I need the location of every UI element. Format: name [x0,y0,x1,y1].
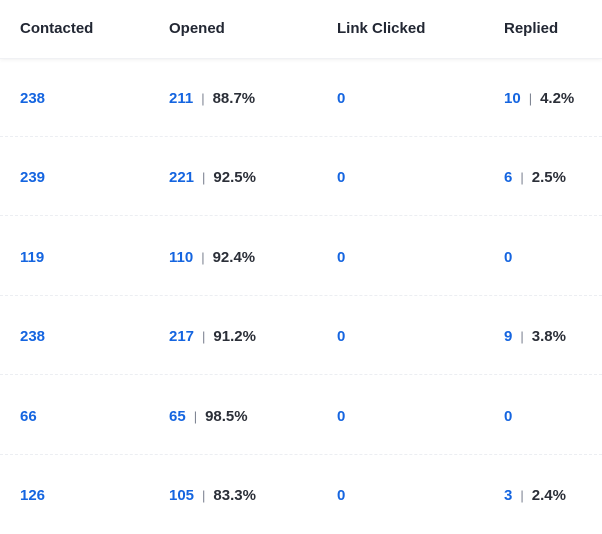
replied-percent: 4.2% [540,90,575,107]
contacted-cell: 126 [20,487,45,504]
opened-percent: 91.2% [213,328,256,345]
opened-percent: 92.4% [212,249,256,266]
contacted-link[interactable]: 238 [20,328,46,345]
replied-percent: 2.5% [531,169,566,186]
row-divider [0,136,602,137]
replied-cell: 3 | 2.4% [504,487,566,504]
contacted-cell: 239 [20,169,45,186]
table-row: 238 217 | 91.2% 0 9 | 3.8% [0,296,602,375]
cell-separator: | [520,488,524,503]
table-row: 238 211 | 88.7% 0 10 | 4.2% [0,58,602,137]
opened-cell: 105 | 83.3% [169,487,256,504]
opened-percent: 92.5% [213,169,256,186]
header-contacted[interactable]: Contacted [20,20,94,37]
row-divider [0,295,602,296]
replied-link[interactable]: 0 [504,408,513,425]
table-row: 66 65 | 98.5% 0 0 [0,376,602,455]
link-clicked-link[interactable]: 0 [337,408,346,425]
cell-separator: | [202,488,206,503]
row-divider [0,215,602,216]
cell-separator: | [528,91,533,106]
replied-link[interactable]: 6 [504,169,513,186]
contacted-cell: 238 [20,328,45,345]
replied-link[interactable]: 9 [504,328,513,345]
replied-percent: 2.4% [531,487,566,504]
opened-link[interactable]: 211 [169,90,194,107]
cell-separator: | [201,91,205,106]
header-opened[interactable]: Opened [169,20,225,37]
link-clicked-cell: 0 [337,328,345,345]
cell-separator: | [202,329,206,344]
replied-link[interactable]: 0 [504,249,513,266]
opened-link[interactable]: 217 [169,328,195,345]
header-replied[interactable]: Replied [504,20,559,37]
replied-cell: 6 | 2.5% [504,169,566,186]
link-clicked-cell: 0 [337,169,345,186]
opened-cell: 110 | 92.4% [169,249,255,266]
opened-percent: 98.5% [205,408,248,425]
row-divider [0,374,602,375]
link-clicked-cell: 0 [337,90,345,107]
replied-link[interactable]: 3 [504,487,513,504]
opened-link[interactable]: 105 [169,487,195,504]
opened-percent: 83.3% [213,487,256,504]
opened-link[interactable]: 65 [169,408,186,425]
replied-percent: 3.8% [531,328,566,345]
opened-link[interactable]: 110 [169,249,194,266]
link-clicked-link[interactable]: 0 [337,90,346,107]
cell-separator: | [193,409,198,424]
opened-percent: 88.7% [212,90,256,107]
contacted-cell: 238 [20,90,45,107]
table-header: Contacted Opened Link Clicked Replied [0,0,602,59]
replied-cell: 9 | 3.8% [504,328,566,345]
header-link-clicked[interactable]: Link Clicked [337,20,426,37]
link-clicked-link[interactable]: 0 [337,487,346,504]
contacted-link[interactable]: 239 [20,169,46,186]
replied-cell: 10 | 4.2% [504,90,574,107]
opened-cell: 217 | 91.2% [169,328,256,345]
table-row: 126 105 | 83.3% 0 3 | 2.4% [0,455,602,534]
link-clicked-cell: 0 [337,408,345,425]
opened-cell: 211 | 88.7% [169,90,255,107]
opened-link[interactable]: 221 [169,169,195,186]
replied-cell: 0 [504,408,512,425]
contacted-cell: 66 [20,408,37,425]
table-row: 119 110 | 92.4% 0 0 [0,217,602,296]
opened-cell: 65 | 98.5% [169,408,248,425]
link-clicked-cell: 0 [337,487,345,504]
contacted-link[interactable]: 66 [20,408,37,425]
contacted-link[interactable]: 126 [20,487,46,504]
link-clicked-link[interactable]: 0 [337,169,346,186]
row-divider [0,454,602,455]
cell-separator: | [201,250,205,265]
cell-separator: | [520,170,524,185]
opened-cell: 221 | 92.5% [169,169,256,186]
link-clicked-link[interactable]: 0 [337,328,346,345]
replied-cell: 0 [504,249,512,266]
cell-separator: | [202,170,206,185]
table-row: 239 221 | 92.5% 0 6 | 2.5% [0,137,602,216]
link-clicked-link[interactable]: 0 [337,249,346,266]
contacted-link[interactable]: 238 [20,90,46,107]
cell-separator: | [520,329,524,344]
contacted-cell: 119 [20,249,44,266]
replied-link[interactable]: 10 [504,90,521,107]
link-clicked-cell: 0 [337,249,345,266]
contacted-link[interactable]: 119 [20,249,45,266]
